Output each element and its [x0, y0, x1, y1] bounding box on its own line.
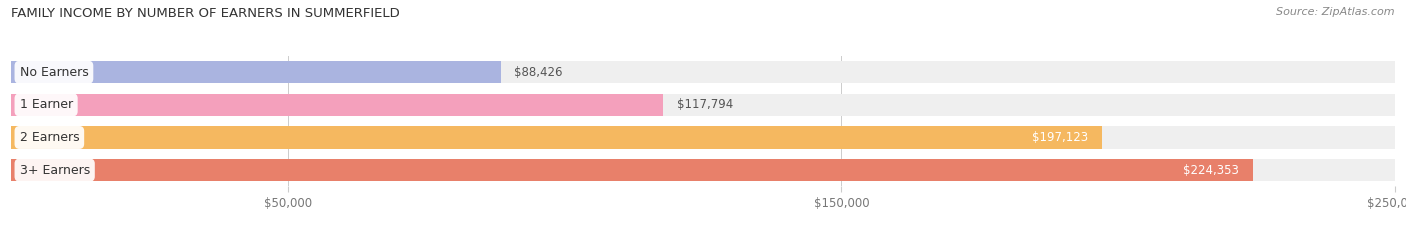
- Bar: [11, 126, 1102, 149]
- Text: FAMILY INCOME BY NUMBER OF EARNERS IN SUMMERFIELD: FAMILY INCOME BY NUMBER OF EARNERS IN SU…: [11, 7, 399, 20]
- Bar: [11, 94, 664, 116]
- Bar: [11, 159, 1253, 181]
- Bar: [11, 94, 1395, 116]
- Text: $224,353: $224,353: [1182, 164, 1239, 177]
- Text: $117,794: $117,794: [676, 98, 733, 111]
- Text: Source: ZipAtlas.com: Source: ZipAtlas.com: [1277, 7, 1395, 17]
- Text: 2 Earners: 2 Earners: [20, 131, 79, 144]
- Text: 1 Earner: 1 Earner: [20, 98, 73, 111]
- Text: 3+ Earners: 3+ Earners: [20, 164, 90, 177]
- Bar: [11, 159, 1395, 181]
- Text: No Earners: No Earners: [20, 66, 89, 79]
- Text: $88,426: $88,426: [515, 66, 562, 79]
- Bar: [11, 126, 1395, 149]
- Bar: [11, 61, 501, 83]
- Bar: [11, 61, 1395, 83]
- Text: $197,123: $197,123: [1032, 131, 1088, 144]
